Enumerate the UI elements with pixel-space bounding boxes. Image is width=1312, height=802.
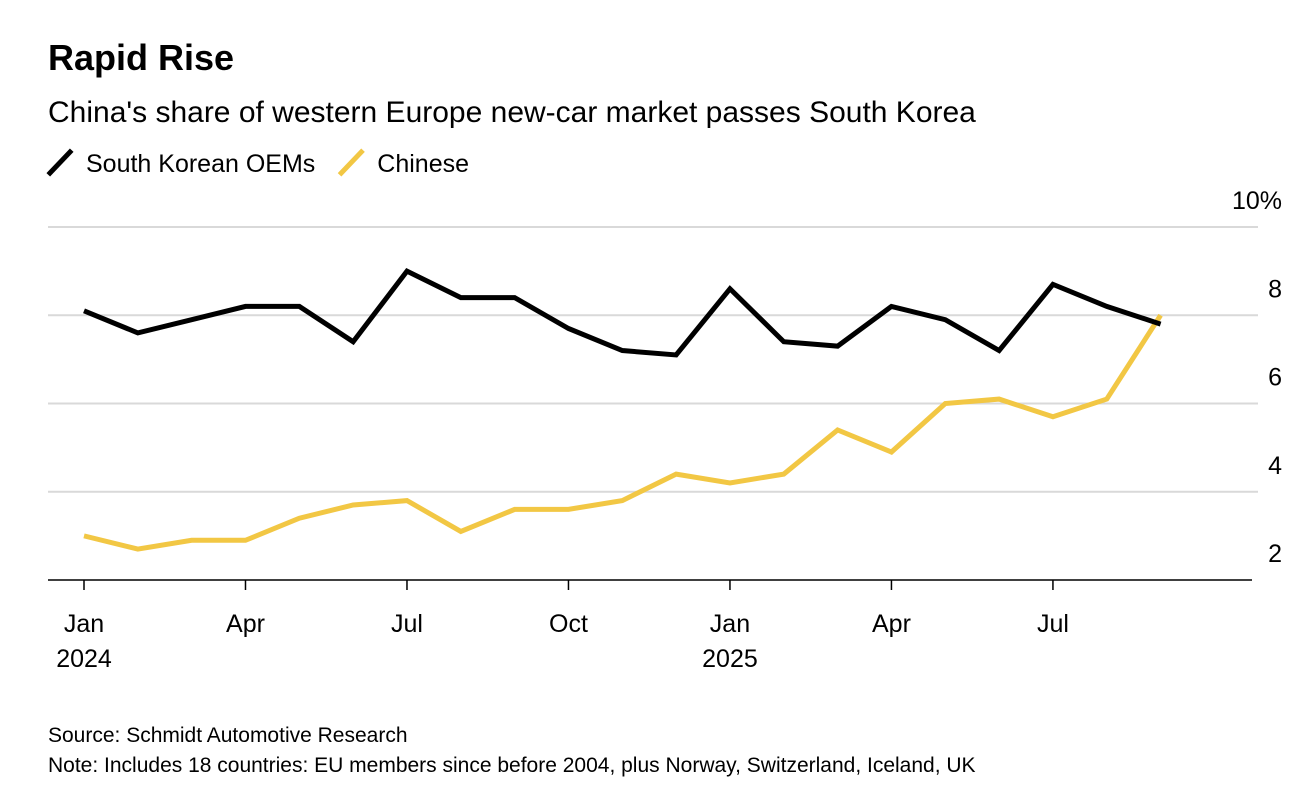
y-tick-label: 4 bbox=[1268, 452, 1282, 480]
chart-title: Rapid Rise bbox=[48, 37, 234, 78]
source: Source: Schmidt Automotive Research bbox=[48, 724, 408, 747]
legend-swatch bbox=[46, 148, 74, 177]
y-tick-label: 10% bbox=[1232, 187, 1282, 215]
chart-subtitle: China's share of western Europe new-car … bbox=[48, 96, 976, 129]
y-tick-label: 6 bbox=[1268, 364, 1282, 392]
legend-label: Chinese bbox=[377, 150, 469, 178]
x-tick-label: Jan 2025 bbox=[702, 610, 758, 673]
series-line bbox=[83, 313, 1163, 552]
legend-swatch bbox=[337, 148, 365, 177]
note: Note: Includes 18 countries: EU members … bbox=[48, 754, 976, 777]
x-tick-label: Jul bbox=[391, 610, 423, 638]
y-tick-label: 8 bbox=[1268, 275, 1282, 303]
x-tick-label: Oct bbox=[549, 610, 588, 638]
x-tick-label: Jul bbox=[1037, 610, 1069, 638]
series-line bbox=[83, 267, 1162, 358]
x-tick-label: Apr bbox=[872, 610, 911, 638]
x-tick-label: Apr bbox=[226, 610, 265, 638]
legend-label: South Korean OEMs bbox=[86, 150, 315, 178]
y-tick-label: 2 bbox=[1268, 540, 1282, 568]
x-tick-label: Jan 2024 bbox=[56, 610, 112, 673]
